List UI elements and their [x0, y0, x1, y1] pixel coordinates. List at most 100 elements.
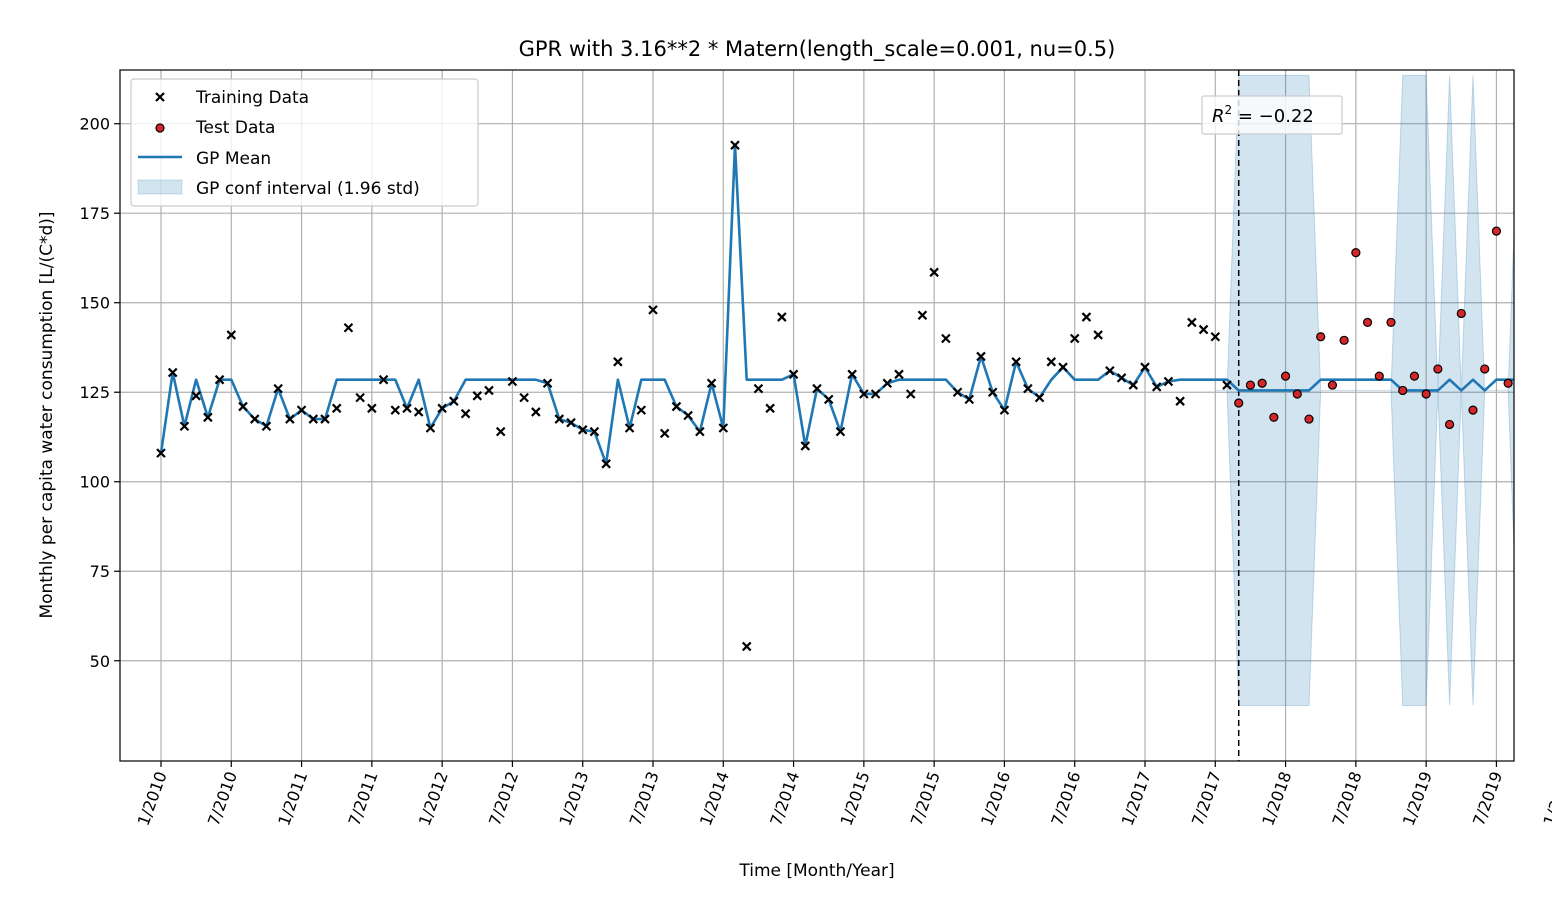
training-point [285, 414, 295, 424]
training-point [777, 312, 787, 322]
legend-label-training: Training Data [195, 88, 309, 108]
training-point [964, 394, 975, 405]
test-point [1234, 398, 1244, 408]
test-point [1386, 317, 1396, 328]
training-point [987, 387, 998, 398]
training-point [1023, 383, 1033, 394]
training-point [531, 407, 541, 417]
training-point [472, 391, 483, 401]
training-point [636, 405, 647, 415]
training-point [659, 428, 670, 439]
training-point [367, 403, 377, 414]
x-marker-icon [155, 92, 165, 102]
legend-label-band: GP conf interval (1.96 std) [196, 179, 420, 199]
test-point [1491, 226, 1502, 236]
training-point [1222, 380, 1232, 390]
training-point [952, 387, 963, 398]
training-point [167, 367, 178, 378]
training-point [624, 423, 635, 433]
training-point [484, 385, 494, 396]
test-point [1351, 247, 1361, 258]
training-point [1034, 392, 1045, 403]
training-point [214, 374, 225, 385]
training-point [730, 140, 740, 150]
plot-frame [119, 69, 1515, 762]
training-point [1069, 333, 1080, 344]
training-point [343, 323, 354, 333]
training-point [706, 378, 717, 389]
training-point [1140, 362, 1150, 372]
training-point [390, 405, 401, 415]
training-point [577, 425, 588, 435]
test-point [1398, 385, 1408, 396]
training-point [1128, 380, 1139, 390]
training-point [753, 383, 764, 394]
legend-item-training: Training Data [155, 88, 309, 108]
training-point [835, 426, 846, 437]
training-point [741, 641, 752, 652]
training-point [648, 305, 658, 315]
test-point [1327, 380, 1338, 390]
test-point [1480, 364, 1490, 374]
training-point [554, 414, 565, 424]
test-point [1433, 364, 1443, 374]
confidence-band [1215, 74, 1514, 706]
training-point [542, 378, 553, 389]
training-point [870, 389, 881, 399]
band-marker-icon [137, 179, 183, 195]
y-tick-label: 125 [79, 383, 110, 402]
test-point [1421, 389, 1431, 399]
training-point [917, 310, 928, 321]
test-point [1292, 389, 1302, 399]
training-point [601, 459, 611, 469]
confidence-band-layer [1215, 74, 1514, 706]
training-point [425, 423, 436, 433]
training-point [191, 391, 201, 401]
training-point [671, 401, 682, 412]
training-point [1116, 373, 1127, 383]
training-point [179, 421, 190, 432]
test-point [1409, 371, 1420, 381]
training-point [1093, 330, 1103, 340]
test-point [1316, 332, 1326, 342]
r2-symbol: R [1212, 106, 1225, 127]
training-point [226, 330, 237, 340]
training-point [1210, 331, 1221, 342]
training-point [695, 426, 705, 437]
test-point [1280, 371, 1291, 381]
test-point [1269, 412, 1279, 422]
test-points-layer [1234, 226, 1513, 430]
training-point [812, 383, 822, 394]
dot-marker-icon [155, 123, 165, 133]
training-point [847, 369, 857, 380]
training-point [238, 401, 248, 412]
test-point [1304, 414, 1314, 424]
training-point [905, 389, 916, 399]
test-point [1362, 317, 1373, 328]
training-point [566, 417, 576, 428]
y-axis-label: Monthly per capita water consumption [L/… [37, 211, 57, 618]
test-point [1456, 308, 1466, 319]
training-point [1058, 362, 1068, 372]
training-point [355, 392, 365, 403]
training-point [413, 407, 424, 417]
training-point [976, 351, 986, 362]
test-point [1444, 419, 1455, 430]
training-point [261, 421, 272, 432]
legend-item-band: GP conf interval (1.96 std) [137, 179, 420, 199]
training-point [823, 394, 834, 405]
x-axis-label: Time [Month/Year] [738, 861, 894, 881]
legend-label-mean: GP Mean [196, 149, 271, 169]
training-point [1151, 382, 1162, 392]
training-point [331, 403, 342, 414]
training-point [859, 389, 869, 399]
training-point [1011, 357, 1021, 367]
training-point [1187, 317, 1197, 328]
test-point [1468, 405, 1478, 415]
training-point [1175, 396, 1185, 406]
y-tick-label: 75 [90, 562, 110, 581]
gp-mean-line [159, 143, 1514, 466]
training-point [495, 426, 506, 437]
legend: Training Data Test Data GP Mean GP conf … [130, 78, 479, 207]
